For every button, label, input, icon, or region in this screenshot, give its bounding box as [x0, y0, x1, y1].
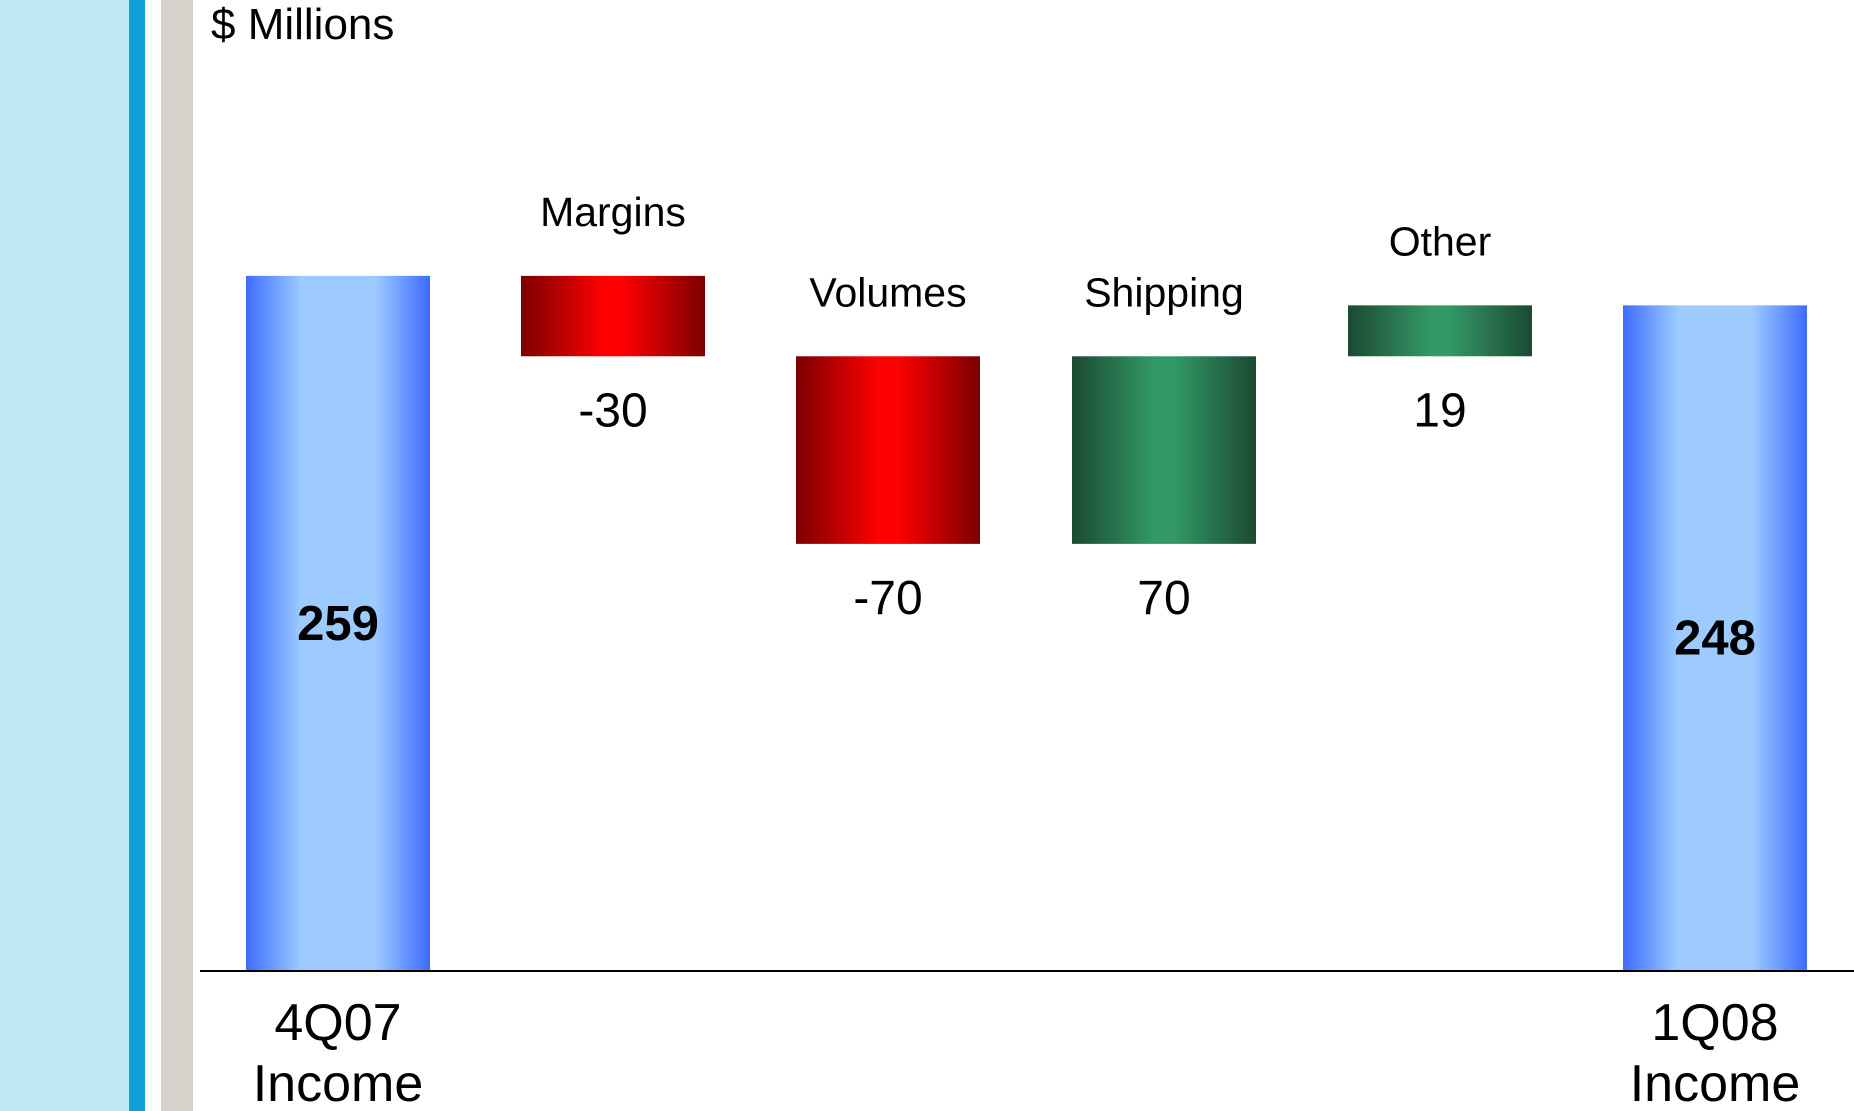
left-gray-stripe	[161, 0, 193, 1111]
value-label-shipping: 70	[1137, 572, 1190, 625]
category-label-volumes: Volumes	[809, 269, 966, 315]
category-label-4q07-income-line-1: 4Q07	[274, 994, 401, 1052]
category-label-other: Other	[1389, 218, 1492, 264]
value-label-other: 19	[1413, 384, 1466, 437]
category-label-shipping: Shipping	[1084, 269, 1244, 315]
bar-other	[1348, 305, 1532, 357]
category-label-margins: Margins	[540, 189, 686, 235]
bar-shipping	[1072, 356, 1256, 544]
category-label-1q08-income-line-1: 1Q08	[1651, 994, 1778, 1052]
bar-4q07-income	[246, 275, 430, 970]
bar-margins	[521, 275, 705, 357]
category-label-4q07-income-line-2: Income	[253, 1055, 424, 1111]
value-label-margins: -30	[578, 384, 647, 437]
value-label-4q07-income: 259	[297, 597, 379, 651]
left-accent-stripe	[129, 0, 145, 1111]
unit-label: $ Millions	[211, 0, 394, 49]
bar-1q08-income	[1623, 305, 1807, 970]
value-label-1q08-income: 248	[1674, 612, 1756, 666]
bars-group: 2594Q07IncomeMargins-30Volumes-70Shippin…	[246, 189, 1807, 1111]
left-decorative-band	[0, 0, 129, 1111]
value-label-volumes: -70	[853, 572, 922, 625]
category-label-1q08-income-line-2: Income	[1630, 1055, 1801, 1111]
bar-volumes	[796, 356, 980, 544]
